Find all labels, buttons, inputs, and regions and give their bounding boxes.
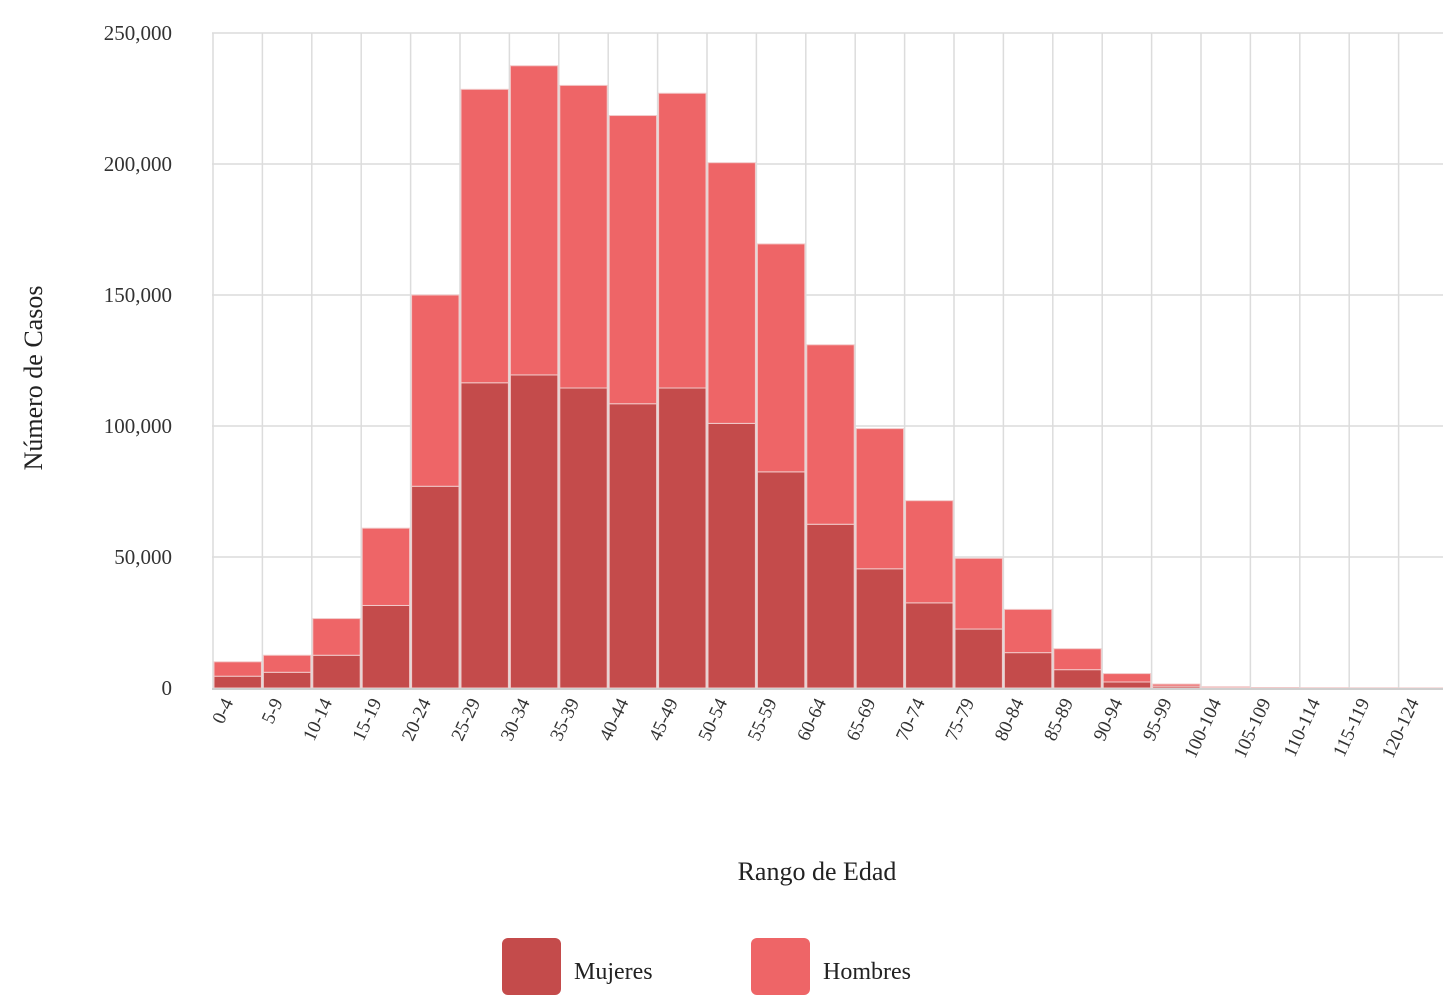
bar-mujeres-15-19 [361,604,411,689]
y-tick-label: 100,000 [104,414,172,438]
x-tick-label: 15-19 [349,695,387,744]
x-tick-label: 5-9 [258,695,288,727]
bar-mujeres-60-64 [806,523,855,689]
x-axis: 0-4 5-9 10-14 15-19 20-24 25-29 30-34 35-39 40-4… [208,695,1424,762]
x-tick-label: 30-34 [497,695,535,745]
bar-hombres-10-14 [312,618,361,656]
bar-mujeres-85-89 [1053,669,1102,689]
bar-mujeres-70-74 [905,602,954,689]
y-tick-label: 50,000 [114,545,172,569]
bar-hombres-20-24 [411,294,460,487]
x-tick-label: 20-24 [398,695,436,745]
grid [212,32,1443,688]
x-tick-label: 115-119 [1329,695,1374,760]
bar-mujeres-55-59 [756,471,806,689]
bar-mujeres-75-79 [954,628,1003,689]
legend-swatch-mujeres [502,938,561,995]
bar-mujeres-35-39 [559,387,608,689]
bar-mujeres-90-94 [1102,681,1152,689]
x-tick-label: 120-124 [1378,695,1424,762]
x-tick-label: 10-14 [299,695,337,745]
legend-label-mujeres: Mujeres [574,959,653,985]
y-axis: 0 50,000 100,000 150,000 200,000 250,000 [104,21,172,700]
bar-mujeres-5-9 [262,671,312,689]
x-tick-label: 105-109 [1230,695,1276,761]
bar-hombres-90-94 [1102,673,1152,683]
bar-hombres-100-104 [1201,686,1250,688]
x-tick-label: 40-44 [596,695,634,745]
bar-hombres-5-9 [262,654,312,673]
bar-hombres-40-44 [608,115,658,405]
bar-hombres-0-4 [213,661,262,677]
bar-hombres-70-74 [905,500,954,604]
bar-mujeres-25-29 [460,382,509,689]
bar-hombres-50-54 [707,162,756,424]
bar-hombres-15-19 [361,527,411,606]
y-tick-label: 200,000 [104,152,172,176]
x-tick-label: 75-79 [941,695,979,744]
bar-mujeres-80-84 [1003,652,1053,689]
x-tick-label: 35-39 [546,695,584,744]
bar-hombres-55-59 [756,243,806,473]
x-tick-label: 100-104 [1180,695,1226,762]
x-tick-label: 25-29 [447,695,485,744]
x-tick-label: 80-84 [991,695,1029,745]
bar-hombres-75-79 [954,557,1003,630]
bar-hombres-60-64 [806,344,855,525]
bar-mujeres-65-69 [855,568,905,689]
bars [213,65,1443,689]
x-tick-label: 55-59 [744,695,782,744]
x-tick-label: 0-4 [208,695,238,727]
y-tick-label: 0 [162,676,173,700]
bar-hombres-25-29 [460,88,509,384]
bar-hombres-45-49 [658,92,707,389]
bar-mujeres-10-14 [312,654,361,689]
y-tick-label: 250,000 [104,21,172,45]
y-axis-label: Número de Casos [19,286,48,471]
bar-mujeres-0-4 [213,675,262,689]
x-axis-label: Rango de Edad [738,857,897,886]
x-tick-label: 110-114 [1280,695,1325,760]
bar-hombres-30-34 [509,65,559,376]
legend: Mujeres Hombres [502,938,911,995]
x-tick-label: 65-69 [843,695,881,744]
x-tick-label: 45-49 [645,695,683,744]
bar-mujeres-50-54 [707,422,756,689]
legend-label-hombres: Hombres [823,959,911,985]
bar-mujeres-30-34 [509,374,559,689]
y-tick-label: 150,000 [104,283,172,307]
x-tick-label: 50-54 [694,695,732,745]
x-tick-label: 95-99 [1139,695,1177,744]
x-tick-label: 60-64 [793,695,831,745]
bar-hombres-80-84 [1003,608,1053,654]
x-tick-label: 70-74 [892,695,930,745]
bar-hombres-95-99 [1152,683,1201,687]
legend-swatch-hombres [751,938,810,995]
bar-hombres-65-69 [855,428,905,570]
bar-mujeres-20-24 [411,485,460,689]
bar-mujeres-40-44 [608,403,658,689]
x-tick-label: 90-94 [1090,695,1128,745]
bar-hombres-35-39 [559,84,608,389]
bar-hombres-85-89 [1053,648,1102,671]
x-tick-label: 85-89 [1040,695,1078,744]
bar-mujeres-45-49 [658,387,707,689]
